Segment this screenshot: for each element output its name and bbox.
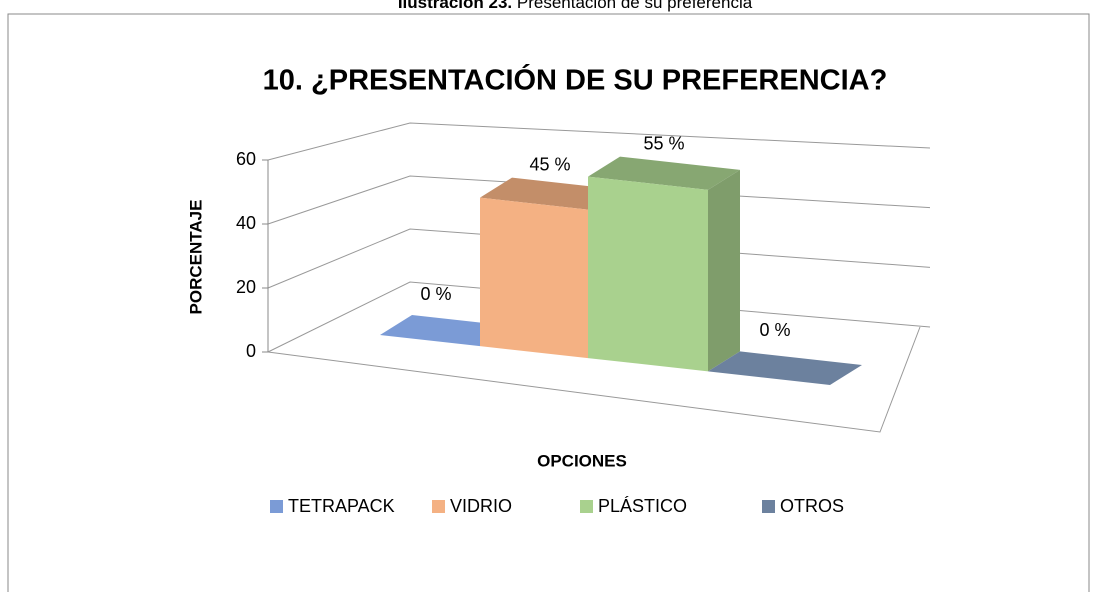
y-tick-label: 60 xyxy=(236,149,256,169)
legend-label: TETRAPACK xyxy=(288,496,395,516)
bar xyxy=(480,197,588,359)
caption-text: Presentación de su preferencia xyxy=(517,0,753,12)
grid-line xyxy=(267,281,931,353)
bar xyxy=(588,176,708,372)
data-label: 0 % xyxy=(759,320,790,340)
y-axis-label: PORCENTAJE xyxy=(186,200,205,315)
y-tick-label: 0 xyxy=(246,341,256,361)
legend-label: OTROS xyxy=(780,496,844,516)
legend-swatch xyxy=(580,500,593,513)
grid-line xyxy=(267,122,931,161)
bar-side xyxy=(708,169,740,372)
y-tick-label: 20 xyxy=(236,277,256,297)
bar-top xyxy=(708,351,862,385)
data-label: 0 % xyxy=(420,284,451,304)
bar-top xyxy=(380,315,512,347)
data-label: 55 % xyxy=(643,133,684,153)
y-tick-label: 40 xyxy=(236,213,256,233)
legend-label: PLÁSTICO xyxy=(598,496,687,516)
caption: Ilustración 23. Presentación de su prefe… xyxy=(398,0,753,12)
floor-edge xyxy=(267,326,921,433)
grid-line xyxy=(267,175,931,225)
bar-top xyxy=(480,177,620,210)
chart-title: 10. ¿PRESENTACIÓN DE SU PREFERENCIA? xyxy=(263,63,888,97)
legend-swatch xyxy=(762,500,775,513)
data-label: 45 % xyxy=(529,154,570,174)
x-axis-label: OPCIONES xyxy=(537,451,627,470)
legend-swatch xyxy=(270,500,283,513)
legend-swatch xyxy=(432,500,445,513)
grid-line xyxy=(267,228,931,289)
caption-label: Ilustración 23. xyxy=(398,0,512,12)
bar-top xyxy=(588,156,740,190)
legend-label: VIDRIO xyxy=(450,496,512,516)
